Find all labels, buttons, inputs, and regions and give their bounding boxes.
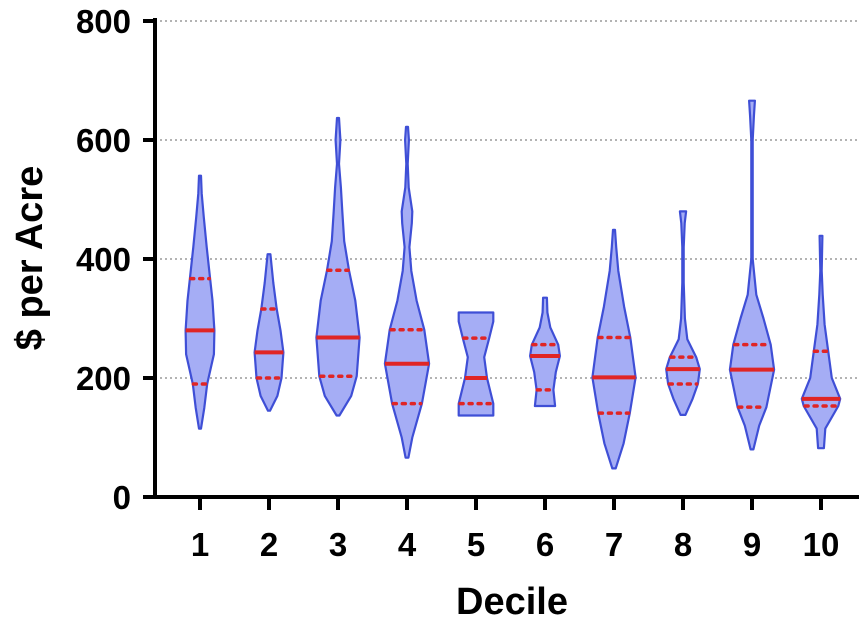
violins [184, 99, 842, 470]
y-tick-label: 0 [113, 479, 131, 516]
y-ticks: 0 200 400 600 800 [76, 3, 155, 516]
x-tick-label: 7 [605, 526, 623, 563]
violin-shape [665, 210, 701, 416]
x-axis-title: Decile [456, 581, 568, 623]
x-tick-label: 6 [536, 526, 554, 563]
violin-shape [728, 99, 776, 451]
violin-shape [591, 228, 637, 470]
x-tick-label: 3 [329, 526, 347, 563]
violin-decile-1 [184, 174, 216, 430]
y-tick-label: 600 [76, 122, 131, 159]
x-tick-label: 5 [467, 526, 485, 563]
violin-shape [184, 174, 216, 430]
x-tick-label: 9 [743, 526, 761, 563]
x-tick-label: 8 [674, 526, 692, 563]
violin-decile-7 [591, 228, 637, 470]
x-tick-label: 10 [803, 526, 840, 563]
violin-shape [383, 125, 431, 459]
violin-shape [253, 253, 285, 412]
x-ticks: 1 2 3 4 5 6 7 8 9 10 [191, 497, 840, 563]
y-axis-title: $ per Acre [9, 166, 51, 350]
violin-decile-8 [665, 210, 701, 416]
violin-decile-9 [728, 99, 776, 451]
violin-decile-6 [529, 296, 561, 408]
violin-decile-2 [253, 253, 285, 412]
x-tick-label: 2 [260, 526, 278, 563]
y-tick-label: 800 [76, 3, 131, 40]
x-tick-label: 4 [398, 526, 417, 563]
violin-decile-4 [383, 125, 431, 459]
y-tick-label: 200 [76, 360, 131, 397]
violin-shape [315, 116, 361, 417]
violin-shape [529, 296, 561, 408]
x-tick-label: 1 [191, 526, 209, 563]
violin-decile-5 [457, 311, 495, 417]
violin-shape [800, 234, 842, 450]
y-tick-label: 400 [76, 241, 131, 278]
violin-shape [457, 311, 495, 417]
violin-decile-3 [315, 116, 361, 417]
violin-decile-10 [800, 234, 842, 450]
